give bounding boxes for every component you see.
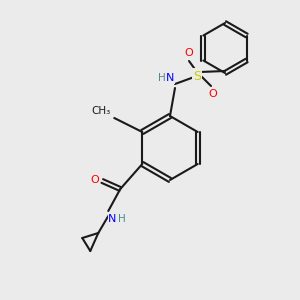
Text: CH₃: CH₃ — [91, 106, 110, 116]
Text: O: O — [208, 89, 217, 99]
Text: N: N — [166, 73, 174, 83]
Text: O: O — [184, 48, 194, 58]
Text: O: O — [91, 175, 99, 185]
Text: S: S — [193, 70, 201, 83]
Text: H: H — [118, 214, 126, 224]
Text: H: H — [158, 73, 166, 83]
Text: N: N — [108, 214, 116, 224]
